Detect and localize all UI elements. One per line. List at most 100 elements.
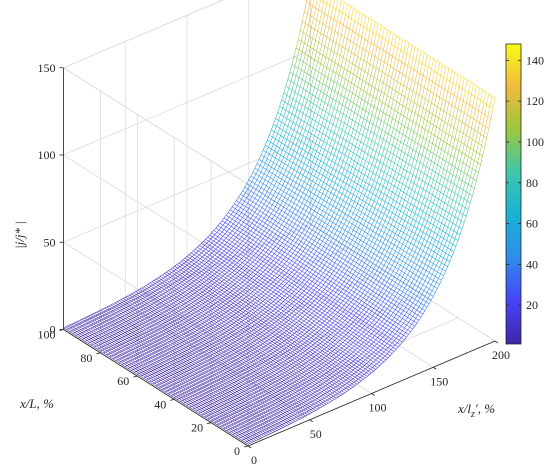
mesh-line xyxy=(380,78,385,93)
mesh-line xyxy=(442,174,446,186)
mesh-line xyxy=(368,338,372,343)
mesh-line xyxy=(84,329,89,332)
mesh-line xyxy=(208,309,212,313)
mesh-line xyxy=(192,304,197,307)
mesh-line xyxy=(399,291,403,297)
mesh-line xyxy=(269,428,273,431)
mesh-line xyxy=(165,342,169,345)
mesh-line xyxy=(307,15,311,31)
mesh-line xyxy=(347,150,351,161)
mesh-line xyxy=(417,310,422,316)
mesh-line xyxy=(109,348,113,351)
mesh-line xyxy=(88,314,92,317)
mesh-line xyxy=(288,214,293,221)
mesh-line xyxy=(275,390,280,393)
mesh-line xyxy=(211,334,215,338)
mesh-line xyxy=(365,309,369,314)
mesh-line xyxy=(254,384,258,387)
mesh-line xyxy=(208,390,212,393)
mesh-line xyxy=(309,235,314,241)
mesh-line xyxy=(476,138,480,153)
mesh-line xyxy=(195,392,199,395)
mesh-line xyxy=(260,309,265,313)
mesh-line xyxy=(143,331,147,335)
mesh-line xyxy=(343,276,348,282)
mesh-line xyxy=(294,275,299,280)
mesh-line xyxy=(109,355,113,358)
mesh-line xyxy=(251,289,255,293)
mesh-line xyxy=(349,287,354,292)
mesh-line xyxy=(223,361,227,364)
mesh-line xyxy=(266,221,271,227)
mesh-line xyxy=(217,423,221,426)
mesh-line xyxy=(368,249,373,256)
mesh-line xyxy=(291,237,296,243)
mesh-line xyxy=(198,352,203,355)
mesh-line xyxy=(399,305,403,311)
mesh-line xyxy=(386,328,391,333)
mesh-line xyxy=(322,385,326,389)
mesh-line xyxy=(346,380,351,384)
mesh-line xyxy=(309,349,314,352)
mesh-line xyxy=(217,277,221,281)
mesh-line xyxy=(125,327,129,330)
mesh-line xyxy=(411,326,415,331)
mesh-line xyxy=(248,314,252,318)
mesh-line xyxy=(300,347,304,351)
mesh-line xyxy=(134,297,138,300)
mesh-line xyxy=(121,307,126,310)
mesh-line xyxy=(229,246,234,250)
mesh-line xyxy=(328,0,332,11)
mesh-line xyxy=(389,336,394,341)
mesh-line xyxy=(115,338,120,341)
mesh-line xyxy=(251,348,255,352)
mesh-line xyxy=(140,337,144,340)
mesh-line xyxy=(242,279,246,283)
mesh-line xyxy=(232,388,236,391)
mesh-line xyxy=(408,178,413,188)
mesh-line xyxy=(430,124,434,138)
mesh-line xyxy=(278,373,283,377)
mesh-line xyxy=(303,183,308,191)
mesh-line xyxy=(445,264,449,272)
mesh-line xyxy=(368,196,373,205)
mesh-line xyxy=(430,76,434,92)
mesh-line xyxy=(214,340,218,343)
mesh-line xyxy=(426,164,431,176)
mesh-line xyxy=(223,303,228,306)
mesh-line xyxy=(149,346,153,349)
mesh-line xyxy=(201,375,206,378)
mesh-line xyxy=(328,115,333,126)
mesh-line xyxy=(269,223,274,229)
mesh-line xyxy=(177,360,181,363)
mesh-line xyxy=(445,176,450,188)
mesh-line xyxy=(186,292,191,295)
mesh-line xyxy=(414,270,419,278)
mesh-line xyxy=(152,375,156,378)
mesh-line xyxy=(306,289,311,294)
mesh-line xyxy=(211,402,215,405)
mesh-line xyxy=(362,312,366,318)
mesh-line xyxy=(196,249,200,254)
mesh-line xyxy=(149,332,153,335)
mesh-line xyxy=(405,60,410,77)
mesh-line xyxy=(112,305,117,308)
mesh-line xyxy=(442,199,446,210)
mesh-line xyxy=(426,261,431,269)
mesh-line xyxy=(149,366,153,369)
mesh-line xyxy=(300,338,304,342)
mesh-line xyxy=(380,172,385,182)
mesh-line xyxy=(281,397,286,401)
mesh-line xyxy=(454,91,459,108)
mesh-line xyxy=(266,240,271,246)
mesh-line xyxy=(232,325,237,328)
mesh-line xyxy=(306,272,311,277)
mesh-line xyxy=(128,329,132,332)
mesh-line xyxy=(352,358,357,362)
mesh-line xyxy=(241,372,246,375)
mesh-line xyxy=(420,119,425,132)
mesh-line xyxy=(106,308,110,311)
mesh-line xyxy=(279,149,283,158)
mesh-line xyxy=(158,331,163,334)
mesh-line xyxy=(149,310,154,314)
